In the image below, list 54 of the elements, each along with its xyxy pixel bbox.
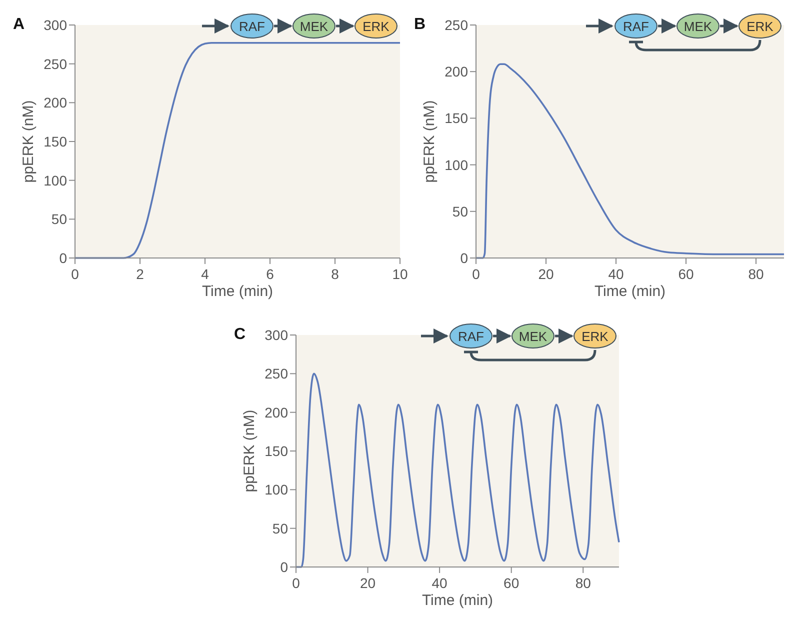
y-tick-label: 100 [44, 172, 68, 188]
y-tick-label: 100 [264, 482, 288, 498]
y-tick-label: 200 [44, 94, 68, 111]
x-tick-label: 6 [266, 266, 274, 282]
x-tick-label: 80 [575, 575, 592, 591]
y-tick-label: 150 [44, 134, 68, 150]
x-axis-title: Time (min) [202, 283, 274, 300]
x-axis-title: Time (min) [422, 592, 494, 609]
annotation: MEK [684, 19, 712, 34]
x-tick-label: 40 [432, 575, 448, 591]
x-tick-label: 8 [331, 266, 340, 282]
chart-title: C [234, 326, 246, 343]
y-tick-label: 250 [44, 56, 68, 72]
y-tick-label: 50 [452, 203, 468, 220]
x-axis-title: Time (min) [594, 283, 666, 300]
chart-title: B [414, 16, 426, 33]
x-tick-label: 4 [201, 266, 210, 282]
chart-title: A [13, 16, 25, 33]
x-tick-label: 0 [71, 266, 80, 282]
annotation: RAF [623, 19, 650, 34]
x-tick-label: 80 [748, 266, 764, 282]
annotation: MEK [518, 329, 548, 344]
y-tick-label: 250 [264, 366, 288, 382]
y-axis-title: ppERK (nM) [241, 410, 258, 492]
y-axis-title: ppERK (nM) [20, 100, 37, 183]
y-tick-label: 200 [264, 404, 288, 420]
y-tick-label: 50 [272, 520, 288, 536]
y-tick-label: 50 [51, 211, 68, 228]
x-tick-label: 0 [292, 575, 300, 591]
y-tick-label: 150 [444, 110, 468, 126]
y-tick-label: 0 [460, 250, 468, 266]
y-axis-title: ppERK (nM) [421, 100, 438, 183]
y-tick-label: 150 [264, 443, 288, 459]
y-tick-label: 300 [264, 327, 288, 343]
x-tick-label: 20 [360, 575, 376, 591]
y-tick-label: 0 [59, 250, 68, 266]
annotation: RAF [458, 329, 484, 344]
x-tick-label: 10 [392, 266, 408, 282]
annotation: ERK [746, 19, 774, 34]
x-tick-label: 40 [608, 266, 624, 282]
y-tick-label: 300 [44, 17, 68, 33]
x-tick-label: 60 [504, 575, 520, 591]
y-tick-label: 250 [444, 17, 468, 33]
annotation: ERK [362, 19, 390, 34]
x-tick-label: 0 [472, 266, 480, 282]
y-tick-label: 0 [280, 559, 288, 575]
annotation: MEK [300, 19, 328, 34]
x-tick-label: 20 [538, 266, 554, 282]
annotation: ERK [582, 329, 609, 344]
x-tick-label: 2 [136, 266, 144, 282]
annotation: RAF [239, 19, 266, 34]
x-tick-label: 60 [678, 266, 694, 282]
y-tick-label: 100 [444, 156, 468, 173]
y-tick-label: 200 [444, 64, 468, 80]
